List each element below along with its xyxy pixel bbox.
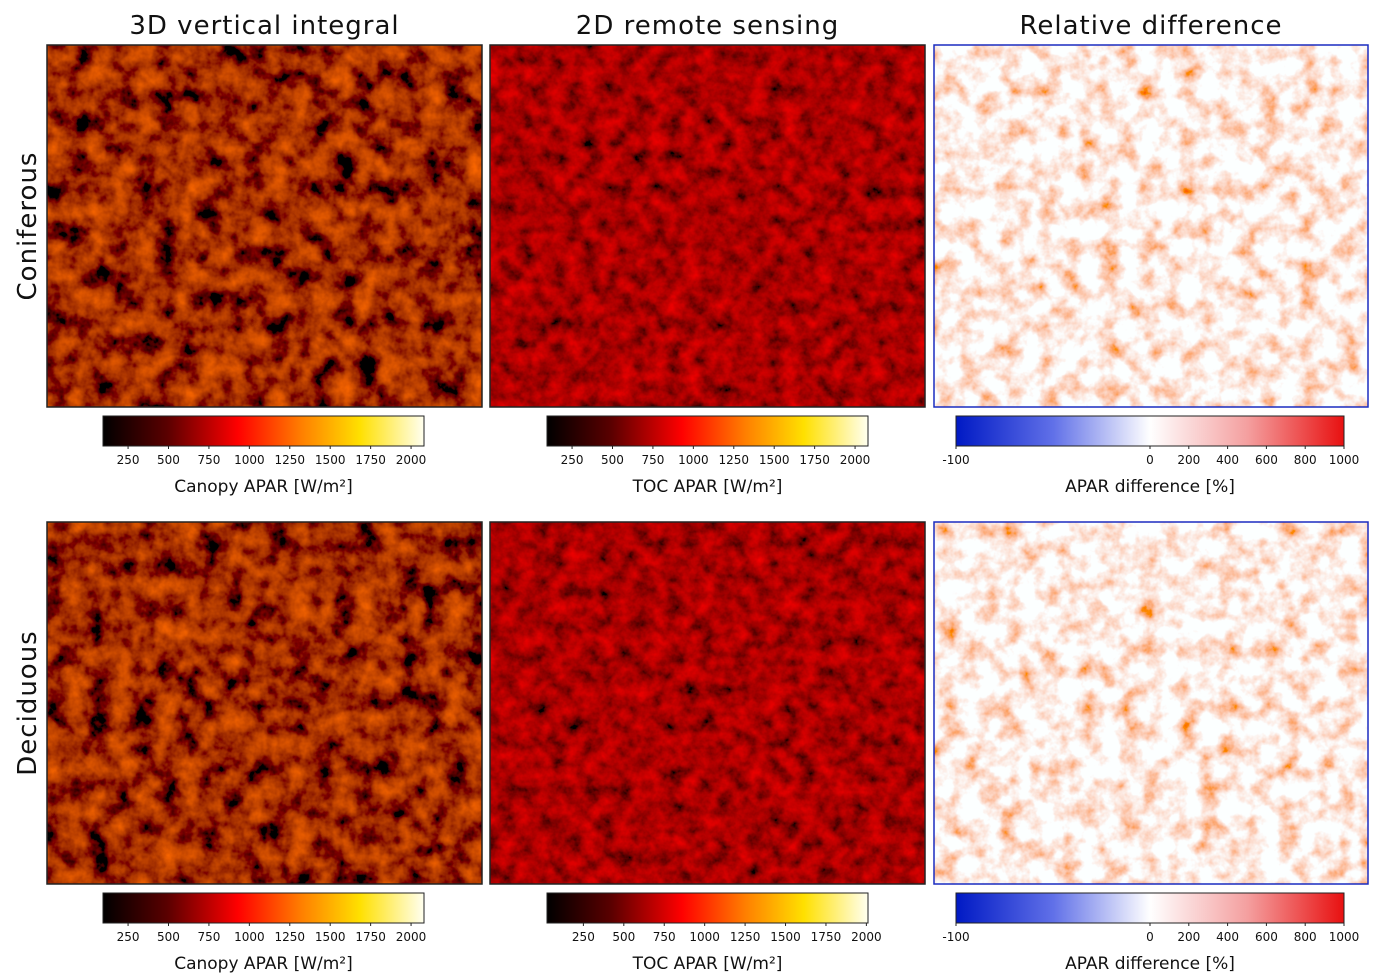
colorbar-tick-label: 1500 <box>770 930 801 944</box>
colorbar-tick-label: 600 <box>1255 930 1278 944</box>
colorbar-label: TOC APAR [W/m²] <box>632 477 783 497</box>
colorbar-tick-label: 250 <box>117 930 140 944</box>
colorbar-tick-label: 750 <box>197 453 220 467</box>
colorbar-tick-label: 500 <box>601 453 624 467</box>
colorbar-tick-label: 1250 <box>275 453 306 467</box>
colorbar-tick-label: 250 <box>572 930 595 944</box>
colorbar-label: APAR difference [%] <box>1065 954 1235 974</box>
colorbar-label: TOC APAR [W/m²] <box>632 954 783 974</box>
colorbar-label: Canopy APAR [W/m²] <box>174 954 353 974</box>
map-image <box>47 45 482 407</box>
colorbar-tick-label: 400 <box>1216 930 1239 944</box>
colorbar-tick-label: 400 <box>1216 453 1239 467</box>
colorbar-tick-label: 1000 <box>1329 453 1360 467</box>
colorbar-tick-label: 500 <box>157 453 180 467</box>
colorbar <box>103 893 424 923</box>
colorbar-tick-label: 250 <box>117 453 140 467</box>
colorbar-tick-label: 1250 <box>730 930 761 944</box>
colorbar-tick-label: 800 <box>1294 453 1317 467</box>
colorbar <box>547 893 868 923</box>
colorbar <box>103 416 424 446</box>
colorbar-tick-label: 250 <box>561 453 584 467</box>
map-image <box>490 522 925 884</box>
colorbar-tick-label: -100 <box>942 453 969 467</box>
colorbar-tick-label: 1500 <box>315 930 346 944</box>
colorbar <box>547 416 868 446</box>
column-title: Relative difference <box>1019 11 1282 41</box>
colorbar-tick-label: 1750 <box>799 453 830 467</box>
colorbar <box>956 416 1344 446</box>
colorbar-tick-label: 2000 <box>396 453 427 467</box>
colorbar-tick-label: 800 <box>1294 930 1317 944</box>
colorbar-tick-label: 750 <box>197 930 220 944</box>
colorbar-tick-label: 500 <box>157 930 180 944</box>
colorbar-tick-label: 1000 <box>678 453 709 467</box>
colorbar-tick-label: 1250 <box>719 453 750 467</box>
colorbar-tick-label: 200 <box>1177 453 1200 467</box>
figure: 3D vertical integral 2D remote sensing Rel… <box>0 0 1380 975</box>
colorbar-tick-label: 1500 <box>315 453 346 467</box>
colorbar-tick-label: 1750 <box>355 930 386 944</box>
colorbar <box>956 893 1344 923</box>
map-image <box>934 522 1368 884</box>
colorbar-label: Canopy APAR [W/m²] <box>174 477 353 497</box>
column-title: 3D vertical integral <box>129 11 399 41</box>
row-label: Coniferous <box>13 152 43 301</box>
colorbar-tick-label: 1000 <box>234 930 265 944</box>
colorbar-tick-label: 600 <box>1255 453 1278 467</box>
colorbar-tick-label: -100 <box>942 930 969 944</box>
colorbar-tick-label: 1500 <box>759 453 790 467</box>
colorbar-tick-label: 1750 <box>811 930 842 944</box>
map-image <box>934 45 1368 407</box>
map-image <box>490 45 925 407</box>
colorbar-tick-label: 1750 <box>355 453 386 467</box>
colorbar-tick-label: 2000 <box>840 453 871 467</box>
colorbar-tick-label: 750 <box>641 453 664 467</box>
colorbar-tick-label: 200 <box>1177 930 1200 944</box>
colorbar-tick-label: 2000 <box>851 930 882 944</box>
column-title: 2D remote sensing <box>576 11 839 41</box>
map-image <box>47 522 482 884</box>
colorbar-tick-label: 500 <box>612 930 635 944</box>
colorbar-tick-label: 1250 <box>275 930 306 944</box>
colorbar-tick-label: 1000 <box>1329 930 1360 944</box>
colorbar-tick-label: 1000 <box>234 453 265 467</box>
colorbar-tick-label: 750 <box>653 930 676 944</box>
colorbar-label: APAR difference [%] <box>1065 477 1235 497</box>
colorbar-tick-label: 2000 <box>396 930 427 944</box>
row-label: Deciduous <box>13 630 43 775</box>
colorbar-tick-label: 1000 <box>689 930 720 944</box>
colorbar-tick-label: 0 <box>1146 453 1154 467</box>
colorbar-tick-label: 0 <box>1146 930 1154 944</box>
